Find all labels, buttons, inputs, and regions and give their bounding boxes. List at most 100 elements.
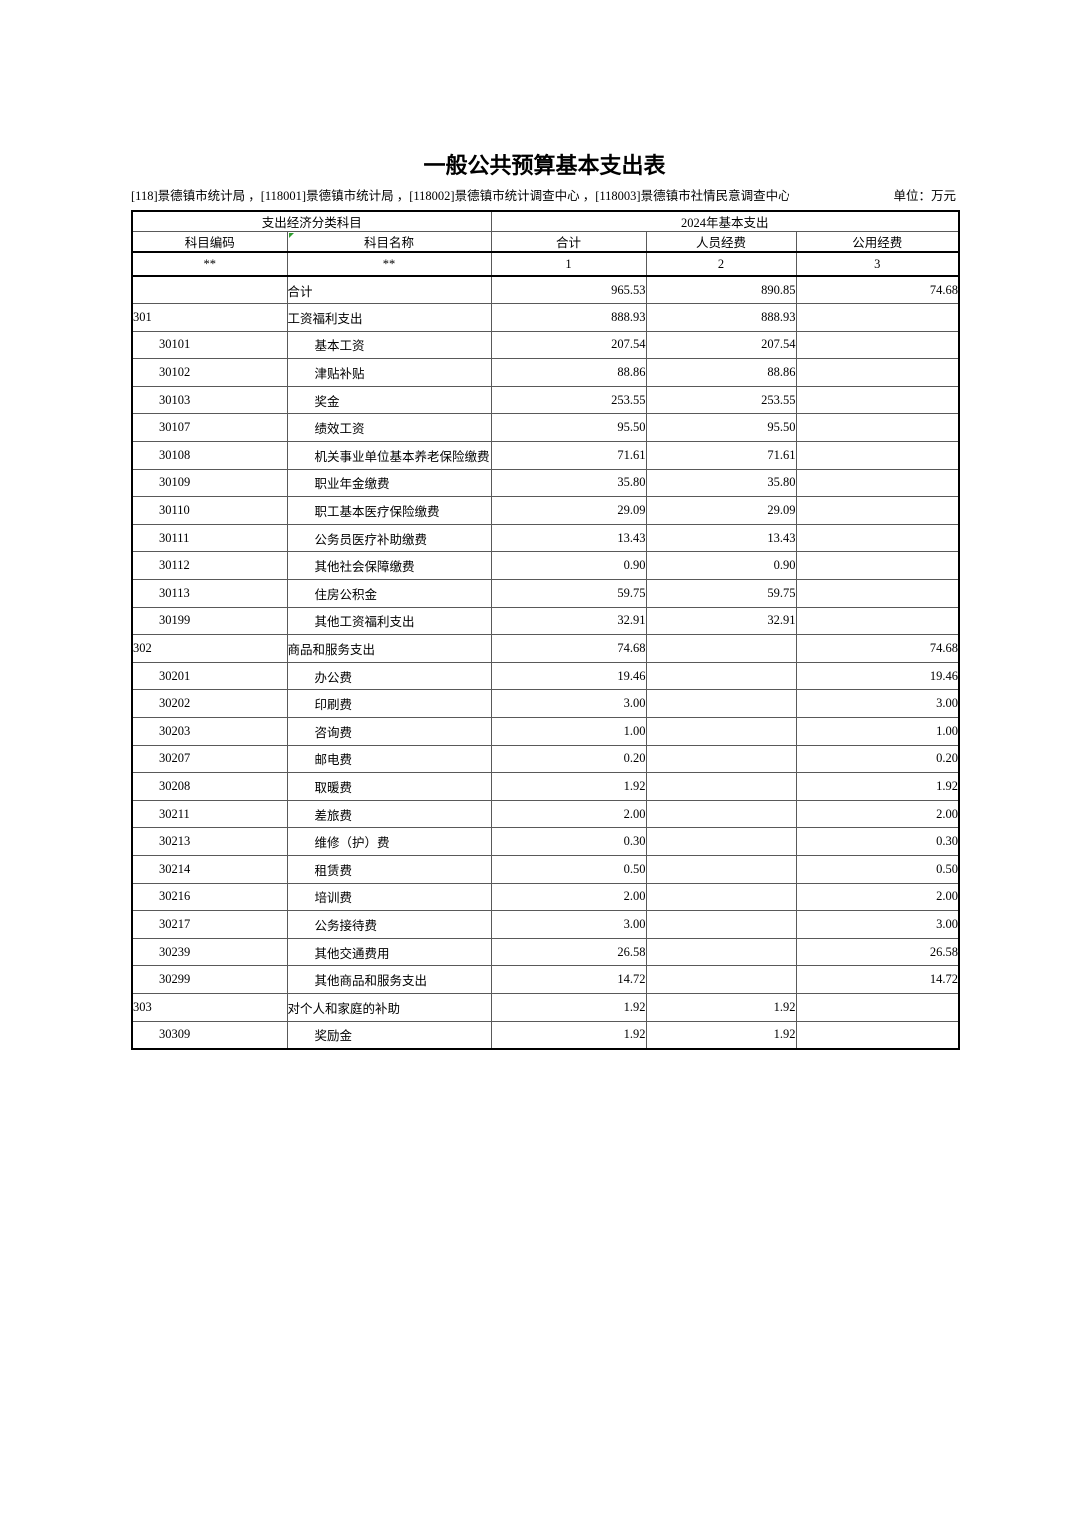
column-header-total: 合计 — [490, 231, 647, 253]
column-header-subject-code: 科目编码 — [131, 231, 288, 253]
table-row: 30239 其他交通费用 26.58 26.58 — [131, 937, 960, 967]
personnel-cell: 253.55 — [645, 385, 797, 415]
public-cell — [795, 358, 960, 387]
total-cell: 965.53 — [490, 275, 647, 305]
code-cell: 30213 — [131, 827, 288, 856]
header-group-row: 支出经济分类科目 2024年基本支出 — [131, 210, 960, 232]
code-cell: 30309 — [131, 1020, 288, 1050]
table-row: 30202 印刷费 3.00 3.00 — [131, 689, 960, 718]
code-cell: 30299 — [131, 965, 288, 994]
name-cell: 公务接待费 — [286, 910, 492, 939]
public-cell — [795, 551, 960, 581]
total-cell: 13.43 — [490, 523, 647, 553]
table-row: 30110 职工基本医疗保险缴费 29.09 29.09 — [131, 496, 960, 525]
table-row: 30299 其他商品和服务支出 14.72 14.72 — [131, 965, 960, 994]
column-code-1: ** — [131, 251, 288, 277]
table-row: 30208 取暖费 1.92 1.92 — [131, 772, 960, 801]
public-cell: 0.50 — [795, 854, 960, 884]
code-cell: 30201 — [131, 661, 288, 691]
total-cell: 88.86 — [490, 358, 647, 387]
basic-expense-2024-group-header: 2024年基本支出 — [490, 210, 960, 232]
table-row: 30217 公务接待费 3.00 3.00 — [131, 910, 960, 939]
code-cell: 30103 — [131, 385, 288, 415]
name-cell: 维修（护）费 — [286, 827, 492, 856]
total-cell: 71.61 — [490, 441, 647, 470]
public-cell: 0.20 — [795, 744, 960, 774]
table-body: 合计 965.53 890.85 74.68 301 工资福利支出 888.93 888.93… — [131, 275, 960, 1050]
public-cell — [795, 385, 960, 415]
column-header-subject-name-label: 科目名称 — [364, 236, 415, 250]
table-row: 30214 租赁费 0.50 0.50 — [131, 854, 960, 884]
personnel-cell: 1.92 — [645, 1020, 797, 1050]
name-cell: 公务员医疗补助缴费 — [286, 523, 492, 553]
name-cell: 其他商品和服务支出 — [286, 965, 492, 994]
personnel-cell: 71.61 — [645, 441, 797, 470]
table-row: 301 工资福利支出 888.93 888.93 — [131, 303, 960, 332]
total-cell: 32.91 — [490, 606, 647, 636]
total-cell: 207.54 — [490, 330, 647, 360]
total-cell: 19.46 — [490, 661, 647, 691]
public-cell — [795, 1020, 960, 1050]
total-cell: 1.92 — [490, 772, 647, 801]
public-cell: 26.58 — [795, 937, 960, 967]
code-cell: 30207 — [131, 744, 288, 774]
public-cell: 1.00 — [795, 717, 960, 746]
code-cell: 30111 — [131, 523, 288, 553]
name-cell: 邮电费 — [286, 744, 492, 774]
page-title: 一般公共预算基本支出表 — [423, 153, 666, 178]
public-cell — [795, 496, 960, 525]
personnel-cell — [645, 634, 797, 663]
name-cell: 其他交通费用 — [286, 937, 492, 967]
table-row: 30111 公务员医疗补助缴费 13.43 13.43 — [131, 523, 960, 553]
code-cell: 30217 — [131, 910, 288, 939]
name-cell: 奖金 — [286, 385, 492, 415]
public-cell — [795, 441, 960, 470]
column-header-personnel: 人员经费 — [645, 231, 797, 253]
name-cell: 办公费 — [286, 661, 492, 691]
name-cell: 绩效工资 — [286, 413, 492, 443]
name-cell: 住房公积金 — [286, 579, 492, 608]
name-cell: 合计 — [286, 275, 492, 305]
code-cell: 30101 — [131, 330, 288, 360]
public-cell: 3.00 — [795, 910, 960, 939]
table-row: 30213 维修（护）费 0.30 0.30 — [131, 827, 960, 856]
name-cell: 机关事业单位基本养老保险缴费 — [286, 441, 492, 470]
document-content: 一般公共预算基本支出表 [118]景德镇市统计局 ，[118001]景德镇市统计… — [131, 0, 961, 1050]
expense-classification-group-header: 支出经济分类科目 — [131, 210, 492, 232]
name-cell: 培训费 — [286, 882, 492, 912]
personnel-cell — [645, 717, 797, 746]
table-row: 30211 差旅费 2.00 2.00 — [131, 799, 960, 829]
total-cell: 95.50 — [490, 413, 647, 443]
column-code-row: ** ** 1 2 3 — [131, 251, 960, 277]
code-cell: 30211 — [131, 799, 288, 829]
name-cell: 基本工资 — [286, 330, 492, 360]
column-code-3: 1 — [490, 251, 647, 277]
personnel-cell — [645, 965, 797, 994]
name-cell: 其他工资福利支出 — [286, 606, 492, 636]
name-cell: 职业年金缴费 — [286, 468, 492, 498]
table-row: 30216 培训费 2.00 2.00 — [131, 882, 960, 912]
column-header-public: 公用经费 — [795, 231, 960, 253]
code-cell: 30202 — [131, 689, 288, 718]
personnel-cell — [645, 799, 797, 829]
total-cell: 0.30 — [490, 827, 647, 856]
public-cell: 74.68 — [795, 275, 960, 305]
public-cell — [795, 606, 960, 636]
name-cell: 差旅费 — [286, 799, 492, 829]
table-row: 30201 办公费 19.46 19.46 — [131, 661, 960, 691]
code-cell: 30199 — [131, 606, 288, 636]
total-cell: 35.80 — [490, 468, 647, 498]
public-cell: 1.92 — [795, 772, 960, 801]
personnel-cell: 1.92 — [645, 992, 797, 1022]
code-cell: 303 — [131, 992, 288, 1022]
public-cell: 0.30 — [795, 827, 960, 856]
name-cell: 印刷费 — [286, 689, 492, 718]
public-cell — [795, 330, 960, 360]
table-row: 30108 机关事业单位基本养老保险缴费 71.61 71.61 — [131, 441, 960, 470]
personnel-cell: 95.50 — [645, 413, 797, 443]
code-cell: 30239 — [131, 937, 288, 967]
personnel-cell — [645, 744, 797, 774]
code-cell: 30214 — [131, 854, 288, 884]
personnel-cell — [645, 910, 797, 939]
